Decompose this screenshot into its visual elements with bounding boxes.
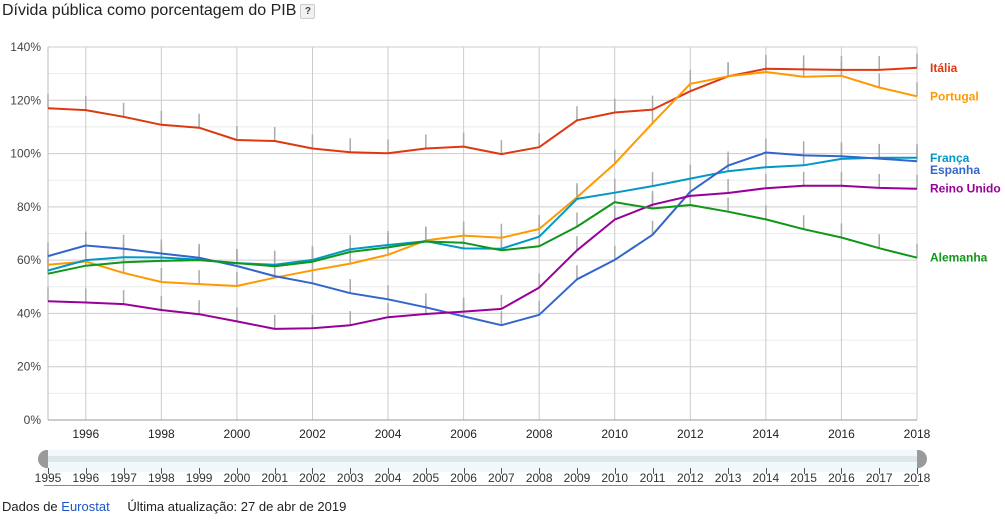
source-link[interactable]: Eurostat [61, 499, 110, 514]
range-tick [917, 468, 918, 474]
y-tick-label: 140% [10, 40, 41, 54]
x-tick-label: 2010 [601, 427, 628, 441]
source-prefix: Dados de [2, 499, 58, 514]
legend-reino-unido[interactable]: Reino Unido [930, 182, 1001, 196]
range-tick [388, 468, 390, 474]
range-tick [765, 468, 767, 474]
legend-itália[interactable]: Itália [930, 61, 958, 75]
range-tick [236, 468, 238, 474]
range-year-label: 2009 [563, 471, 591, 485]
range-tick [728, 468, 730, 474]
range-year-label: 2006 [450, 471, 477, 485]
range-tick [123, 468, 125, 474]
x-axis-ticks: 1996 1998 2000 2002 2004 2006 2008 2010 2012 2014… [72, 427, 930, 441]
chart-title: Dívida pública como porcentagem do PIB? [2, 2, 316, 20]
range-year-label: 1996 [72, 471, 100, 485]
help-button[interactable]: ? [300, 4, 316, 19]
series-line-reino-unido[interactable] [47, 184, 918, 330]
title-text: Dívida pública como porcentagem do PIB [2, 2, 297, 19]
range-year-label: 2016 [828, 471, 855, 485]
range-tick [879, 468, 881, 474]
y-tick-label: 80% [17, 200, 41, 214]
x-tick-label: 2016 [828, 427, 855, 441]
series-lines [47, 53, 918, 330]
range-year-label: 2017 [865, 471, 893, 485]
y-tick-label: 120% [10, 93, 41, 107]
x-tick-label: 2018 [904, 427, 931, 441]
range-tick [425, 468, 427, 474]
series-line-espanha[interactable] [47, 151, 918, 327]
range-year-label: 1998 [147, 471, 175, 485]
x-tick-label: 2006 [450, 427, 477, 441]
range-end-handle[interactable] [917, 450, 927, 468]
range-tick [312, 468, 314, 474]
range-year-label: 2015 [790, 471, 817, 485]
range-tick [690, 468, 692, 474]
x-tick-label: 2012 [677, 427, 704, 441]
range-year-label: 1995 [34, 471, 62, 485]
range-year-label: 1997 [110, 471, 137, 485]
range-tick [199, 468, 201, 474]
range-year-label: 2013 [714, 471, 742, 485]
range-start-handle[interactable] [38, 450, 48, 468]
range-year-label: 2008 [525, 471, 553, 485]
series-line-alemanha[interactable] [47, 201, 918, 275]
range-year-label: 2018 [903, 471, 931, 485]
range-year-label: 2003 [336, 471, 364, 485]
series-line-portugal[interactable] [47, 71, 918, 287]
range-tick [614, 468, 616, 474]
range-year-label: 2000 [223, 471, 251, 485]
range-year-label: 2014 [752, 471, 780, 485]
range-year-label: 2005 [412, 471, 440, 485]
range-tick [803, 468, 805, 474]
range-tick [48, 468, 49, 474]
range-year-label: 2012 [676, 471, 704, 485]
x-tick-label: 1996 [72, 427, 99, 441]
x-tick-label: 2004 [375, 427, 402, 441]
legend-alemanha[interactable]: Alemanha [930, 251, 988, 265]
footer: Dados de Eurostat Última atualização: 27… [2, 499, 346, 514]
y-axis-ticks: 0% 20% 40% 60% 80% 100% 120% 140% [10, 40, 41, 427]
y-tick-label: 20% [17, 360, 41, 374]
range-tick [161, 468, 163, 474]
y-tick-label: 60% [17, 253, 41, 267]
x-tick-label: 1998 [148, 427, 175, 441]
range-tick [350, 468, 352, 474]
range-tick [501, 468, 503, 474]
range-year-label: 2002 [299, 471, 326, 485]
x-tick-label: 2000 [224, 427, 251, 441]
y-tick-label: 100% [10, 147, 41, 161]
range-tick [652, 468, 654, 474]
last-updated: Última atualização: 27 de abr de 2019 [127, 499, 347, 514]
range-year-label: 2004 [374, 471, 402, 485]
range-axis [44, 485, 919, 486]
y-tick-label: 0% [24, 413, 42, 427]
range-year-label: 2010 [601, 471, 629, 485]
line-chart: 0% 20% 40% 60% 80% 100% 120% 140% 1996 1998 2000 2… [10, 40, 1001, 441]
range-tick [841, 468, 843, 474]
x-tick-label: 2002 [299, 427, 326, 441]
range-year-label: 1999 [185, 471, 213, 485]
legend-frança[interactable]: França [930, 151, 970, 165]
range-tick [539, 468, 541, 474]
x-tick-label: 2014 [753, 427, 780, 441]
grid [47, 46, 918, 421]
series-line-frança[interactable] [47, 156, 917, 272]
range-year-label: 2007 [488, 471, 515, 485]
range-tick [576, 468, 578, 474]
range-tick [85, 468, 87, 474]
range-tick [274, 468, 276, 474]
range-tick [463, 468, 465, 474]
range-selector-bar[interactable] [48, 456, 917, 462]
range-year-label: 2011 [639, 471, 666, 485]
x-tick-label: 2008 [526, 427, 553, 441]
y-tick-label: 40% [17, 306, 41, 320]
range-year-label: 2001 [261, 471, 289, 485]
series-line-itália[interactable] [47, 66, 918, 156]
legend-espanha[interactable]: Espanha [930, 163, 980, 177]
legend-portugal[interactable]: Portugal [930, 89, 979, 103]
